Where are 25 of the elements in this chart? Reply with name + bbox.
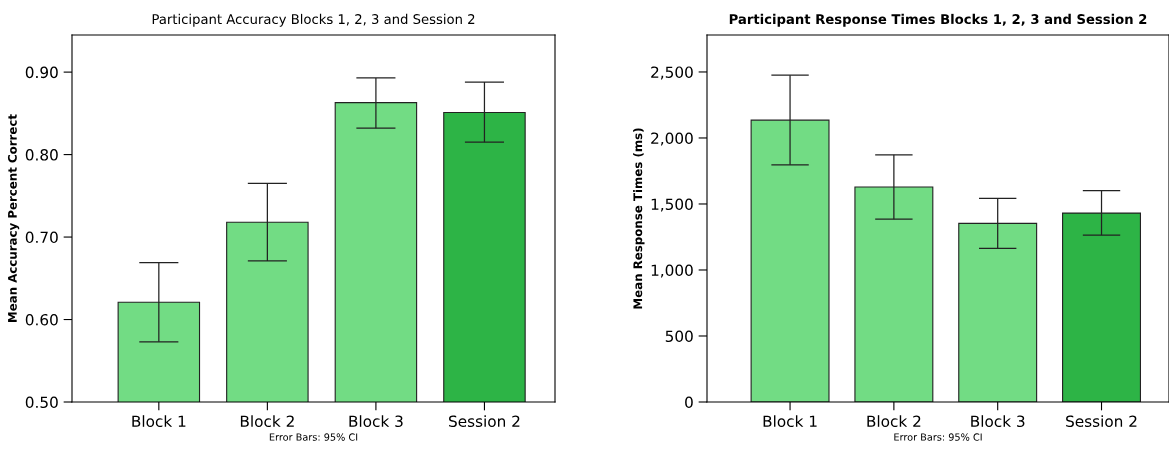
x-tick-label: Block 2: [240, 415, 294, 428]
y-axis-title: Mean Response Times (ms): [633, 128, 645, 309]
x-tick-label: Block 2: [867, 415, 921, 428]
chart-title: Participant Accuracy Blocks 1, 2, 3 and Session 2: [152, 13, 475, 27]
y-tick-label: 0.60: [25, 313, 58, 326]
y-tick-label: 0: [685, 396, 693, 409]
x-tick-label: Block 1: [132, 415, 186, 428]
y-tick-label: 0.90: [25, 66, 58, 79]
y-tick-label: 1,500: [651, 198, 693, 212]
x-tick-label: Block 1: [763, 415, 817, 428]
text: Error Bars: 95% CI: [269, 433, 358, 441]
y-tick-label: 2,500: [651, 66, 693, 80]
y-tick-label: 0.80: [25, 149, 58, 161]
y-tick-label: 2,000: [651, 132, 693, 146]
x-tick-label: Block 3: [971, 415, 1025, 428]
y-tick-label: 0.70: [25, 231, 58, 244]
y-tick-label: 1,000: [651, 264, 693, 278]
x-tick-label: Session 2: [1066, 415, 1137, 428]
text: Error Bars: 95% CI: [894, 433, 982, 441]
chart-title: Participant Response Times Blocks 1, 2, 3 and Session 2: [729, 13, 1147, 27]
y-tick-label: 500: [665, 330, 693, 343]
x-tick-label: Block 3: [349, 415, 403, 428]
y-axis-title: Mean Accuracy Percent Correct: [7, 114, 20, 322]
x-tick-label: Session 2: [449, 415, 520, 428]
y-tick-label: 0.50: [25, 396, 58, 409]
